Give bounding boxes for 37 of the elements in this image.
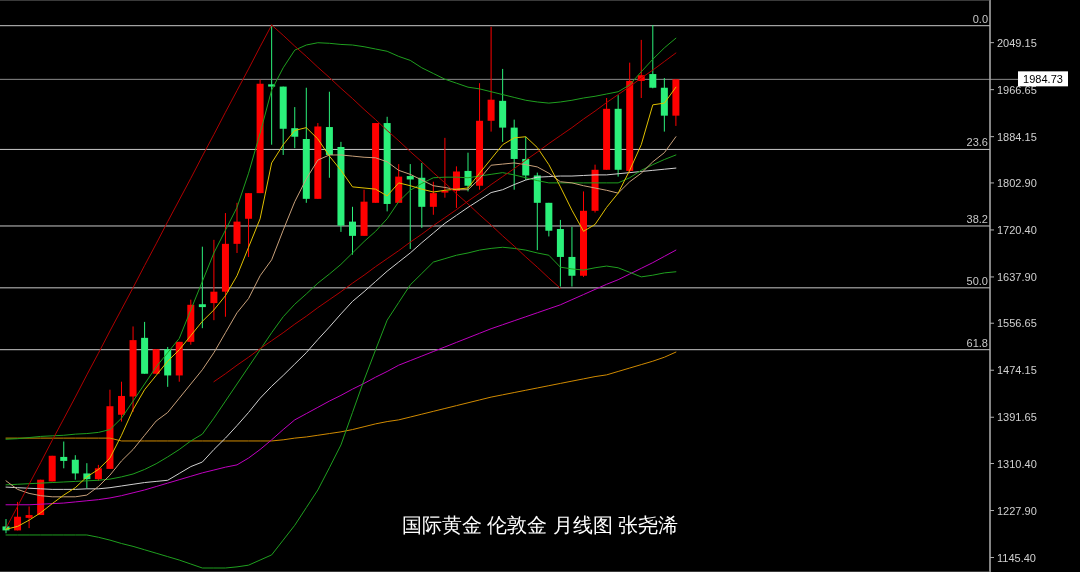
candlestick — [429, 181, 437, 216]
line-series — [5, 37, 677, 440]
y-tick-label: 2049.15 — [997, 36, 1037, 49]
candlestick — [233, 202, 241, 254]
candlestick — [568, 226, 576, 288]
y2-tick-label: 23.6 — [966, 136, 988, 149]
candlestick — [60, 441, 68, 469]
candlestick — [349, 206, 356, 256]
ref-line-label: 1984.73 — [1023, 73, 1063, 86]
y2-tick-label: 0.0 — [972, 12, 988, 25]
y2-tick-label: 38.2 — [966, 212, 988, 225]
y-tick-label: 1391.65 — [997, 411, 1037, 424]
annotation: 国际黄金 伦敦金 月线图 张尧浠 — [401, 514, 679, 536]
candlestick — [198, 246, 206, 329]
y-tick-label: 1227.90 — [997, 504, 1037, 517]
line-series — [5, 246, 677, 569]
y-tick-label: 1145.40 — [997, 551, 1036, 564]
y-tick-label: 1556.65 — [997, 317, 1037, 330]
y-tick-label: 1720.40 — [997, 223, 1037, 236]
y-tick-label: 1474.15 — [997, 364, 1037, 377]
candlestick — [210, 239, 218, 321]
y-tick-label: 1637.90 — [997, 270, 1037, 283]
candlestick — [118, 381, 125, 423]
line-series — [5, 249, 677, 506]
candlestick — [71, 454, 79, 481]
y-tick-label: 1310.40 — [997, 457, 1037, 470]
y2-tick-label: 61.8 — [966, 336, 988, 349]
candlestick — [649, 24, 657, 89]
y-tick-label: 1802.90 — [997, 176, 1037, 189]
y-tick-label: 1966.65 — [997, 83, 1037, 96]
y-tick-label: 1884.15 — [997, 130, 1037, 143]
candlestick — [487, 26, 495, 133]
line-series — [5, 351, 677, 442]
candlestick — [441, 137, 449, 199]
candlestick — [25, 505, 33, 529]
y2-tick-label: 50.0 — [966, 274, 988, 287]
candlestick — [268, 24, 276, 146]
